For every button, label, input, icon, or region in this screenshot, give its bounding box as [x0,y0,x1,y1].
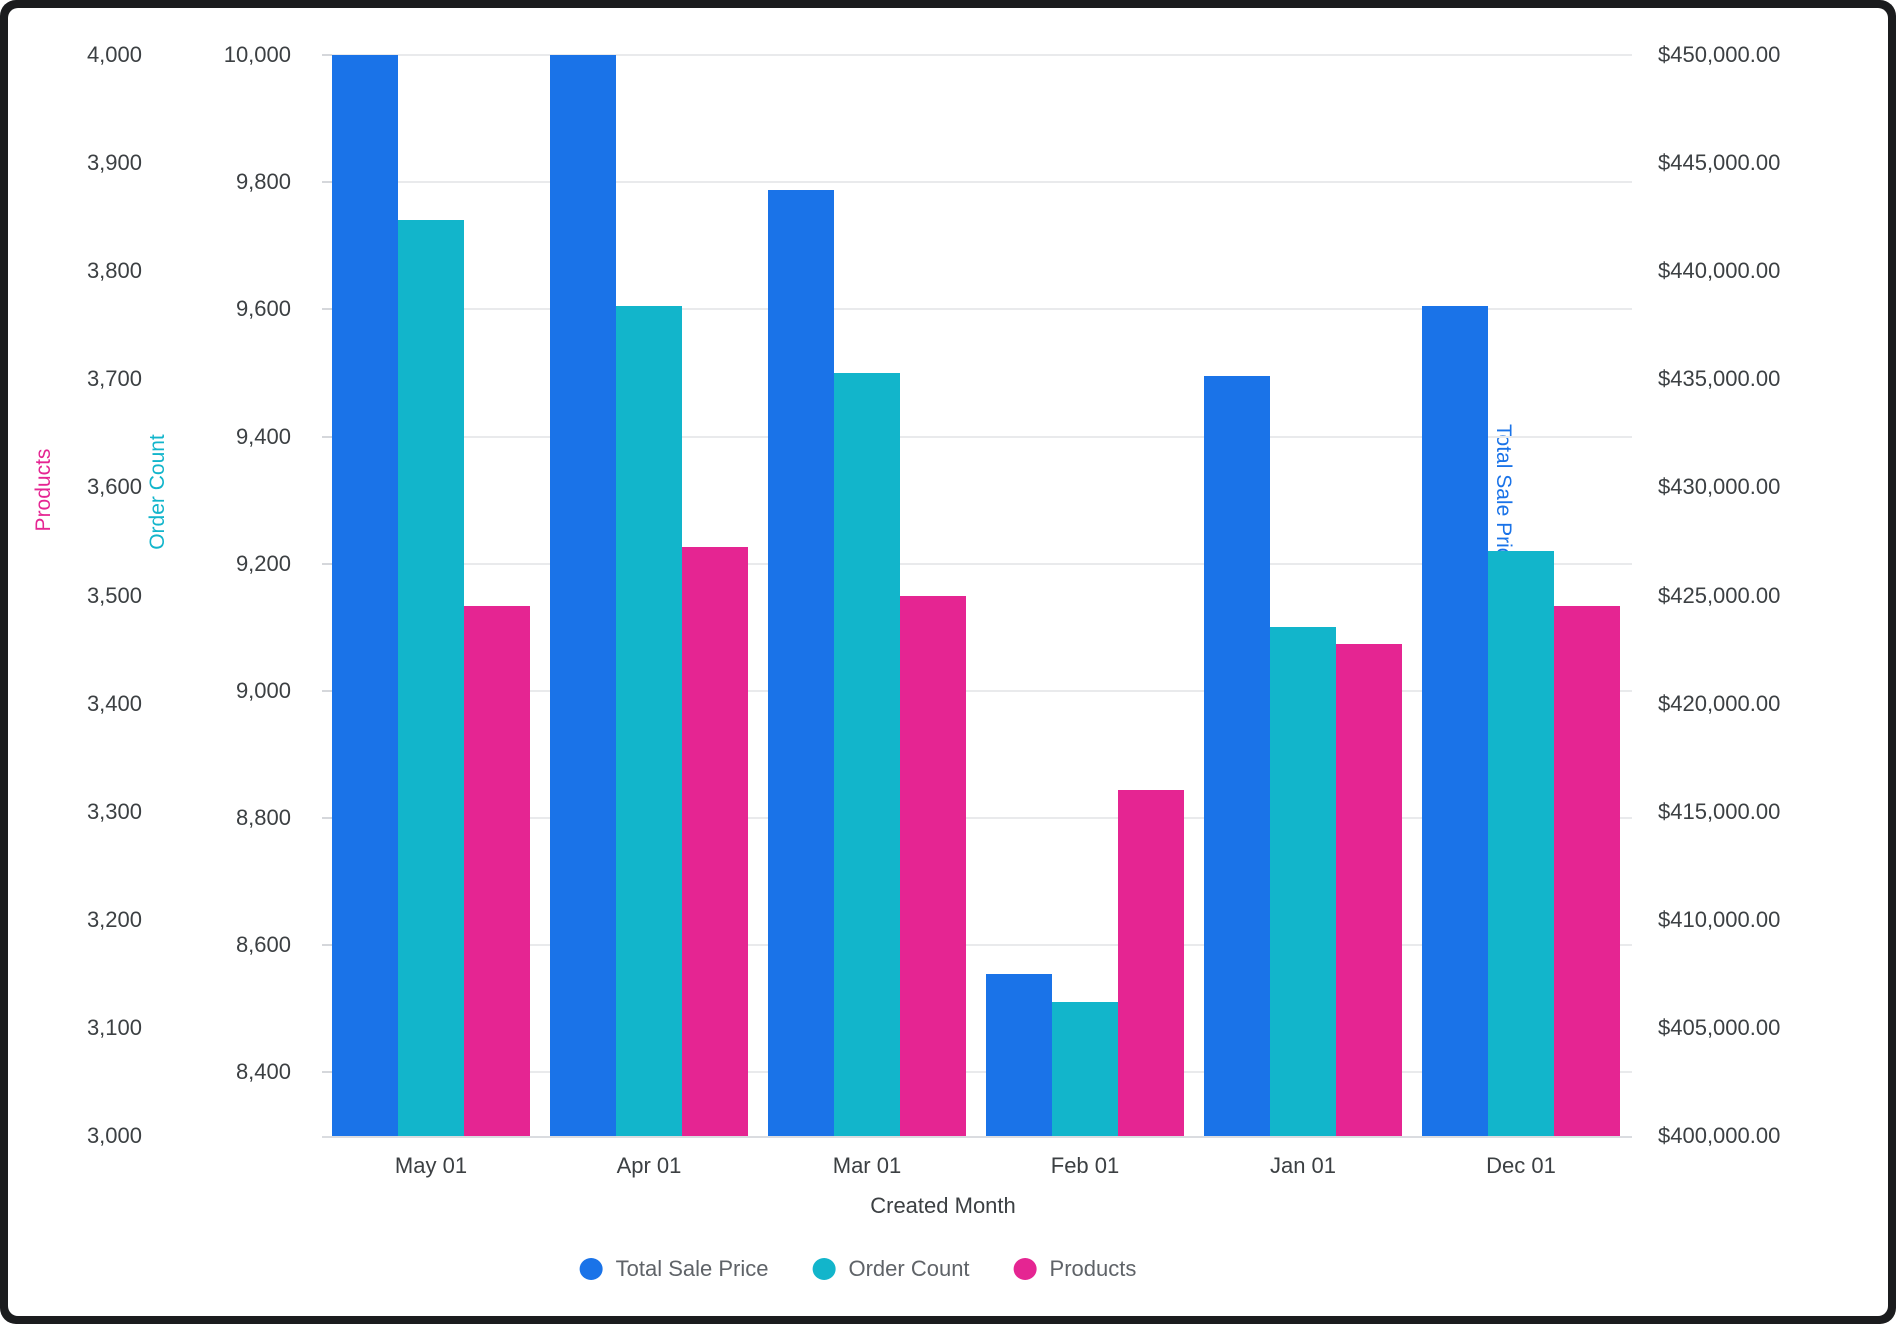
total-sale-price-tick-label: $410,000.00 [1658,906,1781,932]
gridline [322,435,1632,438]
total-sale-price-tick-label: $420,000.00 [1658,690,1781,716]
x-tick-label-apr-01: Apr 01 [616,1153,682,1178]
products-tick-label: 4,000 [86,42,142,67]
bar-order-count-feb-01[interactable] [1052,1002,1118,1136]
order-axis-tick-mark [322,435,332,438]
total-sale-price-legend-swatch-icon [579,1258,603,1280]
gridline [322,308,1632,311]
gridline [322,1071,1632,1074]
products-tick-label: 3,600 [86,474,142,500]
x-axis-line [322,1136,1632,1138]
order-count-tick-label: 10,000 [223,42,291,67]
gridline [322,181,1632,184]
products-legend-swatch-icon [1013,1258,1037,1280]
order-count-tick-label: 8,800 [235,805,291,831]
order-axis-tick-mark [322,562,332,565]
gridline [322,54,1632,56]
gridline [322,944,1632,947]
products-tick-label: 3,500 [86,582,142,608]
chart-panel: Products Order Count Total Sale Price 4,… [8,8,1888,1316]
total-sale-price-tick-label: $405,000.00 [1658,1014,1781,1040]
products-tick-label: 3,100 [86,1014,142,1040]
x-tick-label-feb-01: Feb 01 [1050,1153,1120,1178]
bar-total-sale-price-may-01[interactable] [332,55,398,1136]
x-axis-title: Created Month [870,1193,1016,1218]
legend-label: Products [1049,1256,1137,1281]
legend-item-total-sale-price[interactable]: Total Sale Price [579,1256,769,1282]
order-count-legend-swatch-icon [812,1258,836,1280]
order-count-tick-label: 9,000 [235,677,291,703]
products-tick-label: 3,700 [86,366,142,392]
order-count-tick-label: 9,200 [235,550,291,576]
legend-label: Total Sale Price [615,1256,769,1281]
products-tick-label: 3,000 [86,1123,142,1148]
products-tick-label: 3,200 [86,906,142,932]
products-tick-label: 3,300 [86,798,142,824]
order-axis-tick-mark [322,308,332,311]
order-axis-tick-mark [322,181,332,184]
legend: Total Sale Price Order Count Products [579,1256,1137,1282]
bar-products-apr-01[interactable] [682,546,748,1136]
products-tick-label: 3,900 [86,150,142,176]
total-sale-price-tick-label: $450,000.00 [1658,42,1781,67]
order-axis-tick-mark [322,817,332,820]
x-tick-label-dec-01: Dec 01 [1486,1153,1556,1178]
gridline [322,562,1632,565]
bar-total-sale-price-apr-01[interactable] [550,55,616,1136]
order-count-tick-label: 9,800 [235,169,291,195]
bar-products-mar-01[interactable] [900,595,966,1136]
order-count-tick-label: 8,400 [235,1059,291,1085]
total-sale-price-tick-label: $435,000.00 [1658,366,1781,392]
bar-products-feb-01[interactable] [1118,790,1184,1136]
bar-total-sale-price-jan-01[interactable] [1204,376,1270,1136]
bar-products-dec-01[interactable] [1554,606,1620,1136]
bar-order-count-apr-01[interactable] [616,306,682,1136]
order-axis-tick-mark [322,54,332,56]
total-sale-price-tick-label: $415,000.00 [1658,798,1781,824]
order-axis-tick-mark [322,689,332,692]
bar-total-sale-price-feb-01[interactable] [986,973,1052,1136]
products-tick-label: 3,400 [86,690,142,716]
order-count-tick-label: 9,400 [235,423,291,449]
total-sale-price-tick-label: $400,000.00 [1658,1123,1781,1148]
order-axis-tick-mark [322,1071,332,1074]
order-count-tick-label: 8,600 [235,932,291,958]
bar-products-may-01[interactable] [464,606,530,1136]
x-tick-label-mar-01: Mar 01 [832,1153,902,1178]
total-sale-price-tick-label: $445,000.00 [1658,150,1781,176]
total-sale-price-tick-label: $440,000.00 [1658,258,1781,284]
bar-order-count-mar-01[interactable] [834,372,900,1136]
total-sale-price-tick-label: $430,000.00 [1658,474,1781,500]
order-axis-tick-mark [322,944,332,947]
bar-products-jan-01[interactable] [1336,644,1402,1136]
bar-total-sale-price-mar-01[interactable] [768,190,834,1136]
bar-order-count-may-01[interactable] [398,220,464,1136]
products-tick-label: 3,800 [86,258,142,284]
gridline [322,689,1632,692]
plot-area: 4,000 3,900 3,800 3,700 3,600 3,500 3,400 3,300… [8,8,1888,1316]
bar-order-count-jan-01[interactable] [1270,627,1336,1136]
legend-label: Order Count [848,1256,970,1281]
order-count-tick-label: 9,600 [235,296,291,322]
x-tick-label-jan-01: Jan 01 [1269,1153,1337,1178]
legend-item-order-count[interactable]: Order Count [812,1256,970,1282]
bar-total-sale-price-dec-01[interactable] [1422,305,1488,1136]
bar-order-count-dec-01[interactable] [1488,550,1554,1136]
total-sale-price-tick-label: $425,000.00 [1658,582,1781,608]
legend-item-products[interactable]: Products [1013,1256,1137,1282]
x-tick-label-may-01: May 01 [394,1153,468,1178]
gridline [322,817,1632,820]
